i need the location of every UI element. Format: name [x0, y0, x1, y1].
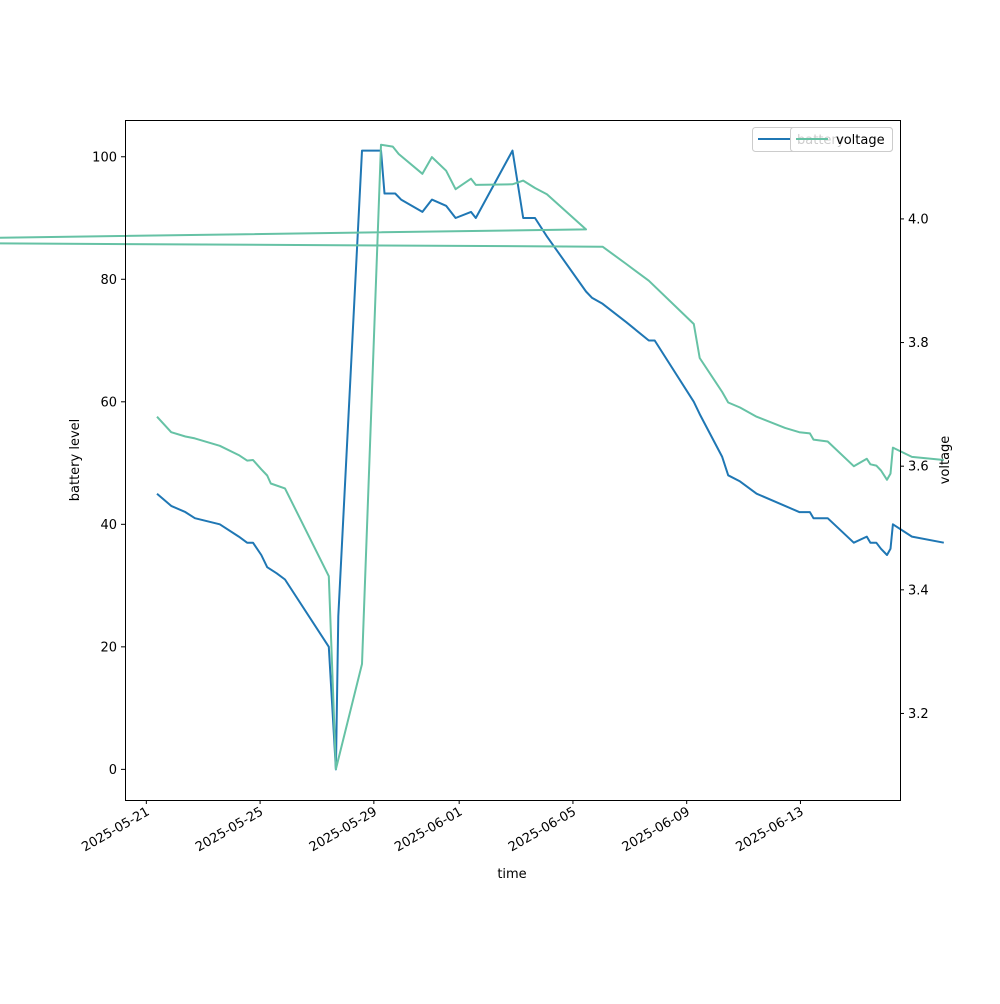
series-line-battery [156, 149, 944, 771]
legend-voltage: voltage [790, 127, 893, 152]
y-right-tick-label: 3.8 [908, 336, 929, 351]
y-right-tick-label: 4.0 [908, 212, 929, 227]
x-axis-label: time [497, 867, 526, 882]
y-left-tick-label: 0 [109, 763, 117, 778]
y-axis-right-label: voltage [938, 436, 953, 485]
y-right-tick-label: 3.6 [908, 460, 929, 475]
y-right-tick-label: 3.4 [908, 583, 929, 598]
y-left-tick-label: 20 [100, 640, 117, 655]
series-layer [0, 143, 944, 771]
y-axis-left-label: battery level [68, 419, 83, 502]
y-right-tick-label: 3.2 [908, 707, 929, 722]
series-line-voltage [0, 143, 944, 771]
plot-frame [125, 120, 901, 801]
y-left-tick-label: 100 [92, 150, 117, 165]
y-left-tick-label: 60 [100, 395, 117, 410]
y-left-tick-label: 80 [100, 273, 117, 288]
y-axis-right: 3.2 3.4 3.6 3.8 4.0 [900, 212, 929, 722]
legend-voltage-label: voltage [836, 133, 885, 148]
y-left-tick-label: 40 [100, 518, 117, 533]
y-axis-left: 0 20 40 60 80 100 [92, 150, 125, 778]
legend-voltage-box [790, 127, 893, 152]
